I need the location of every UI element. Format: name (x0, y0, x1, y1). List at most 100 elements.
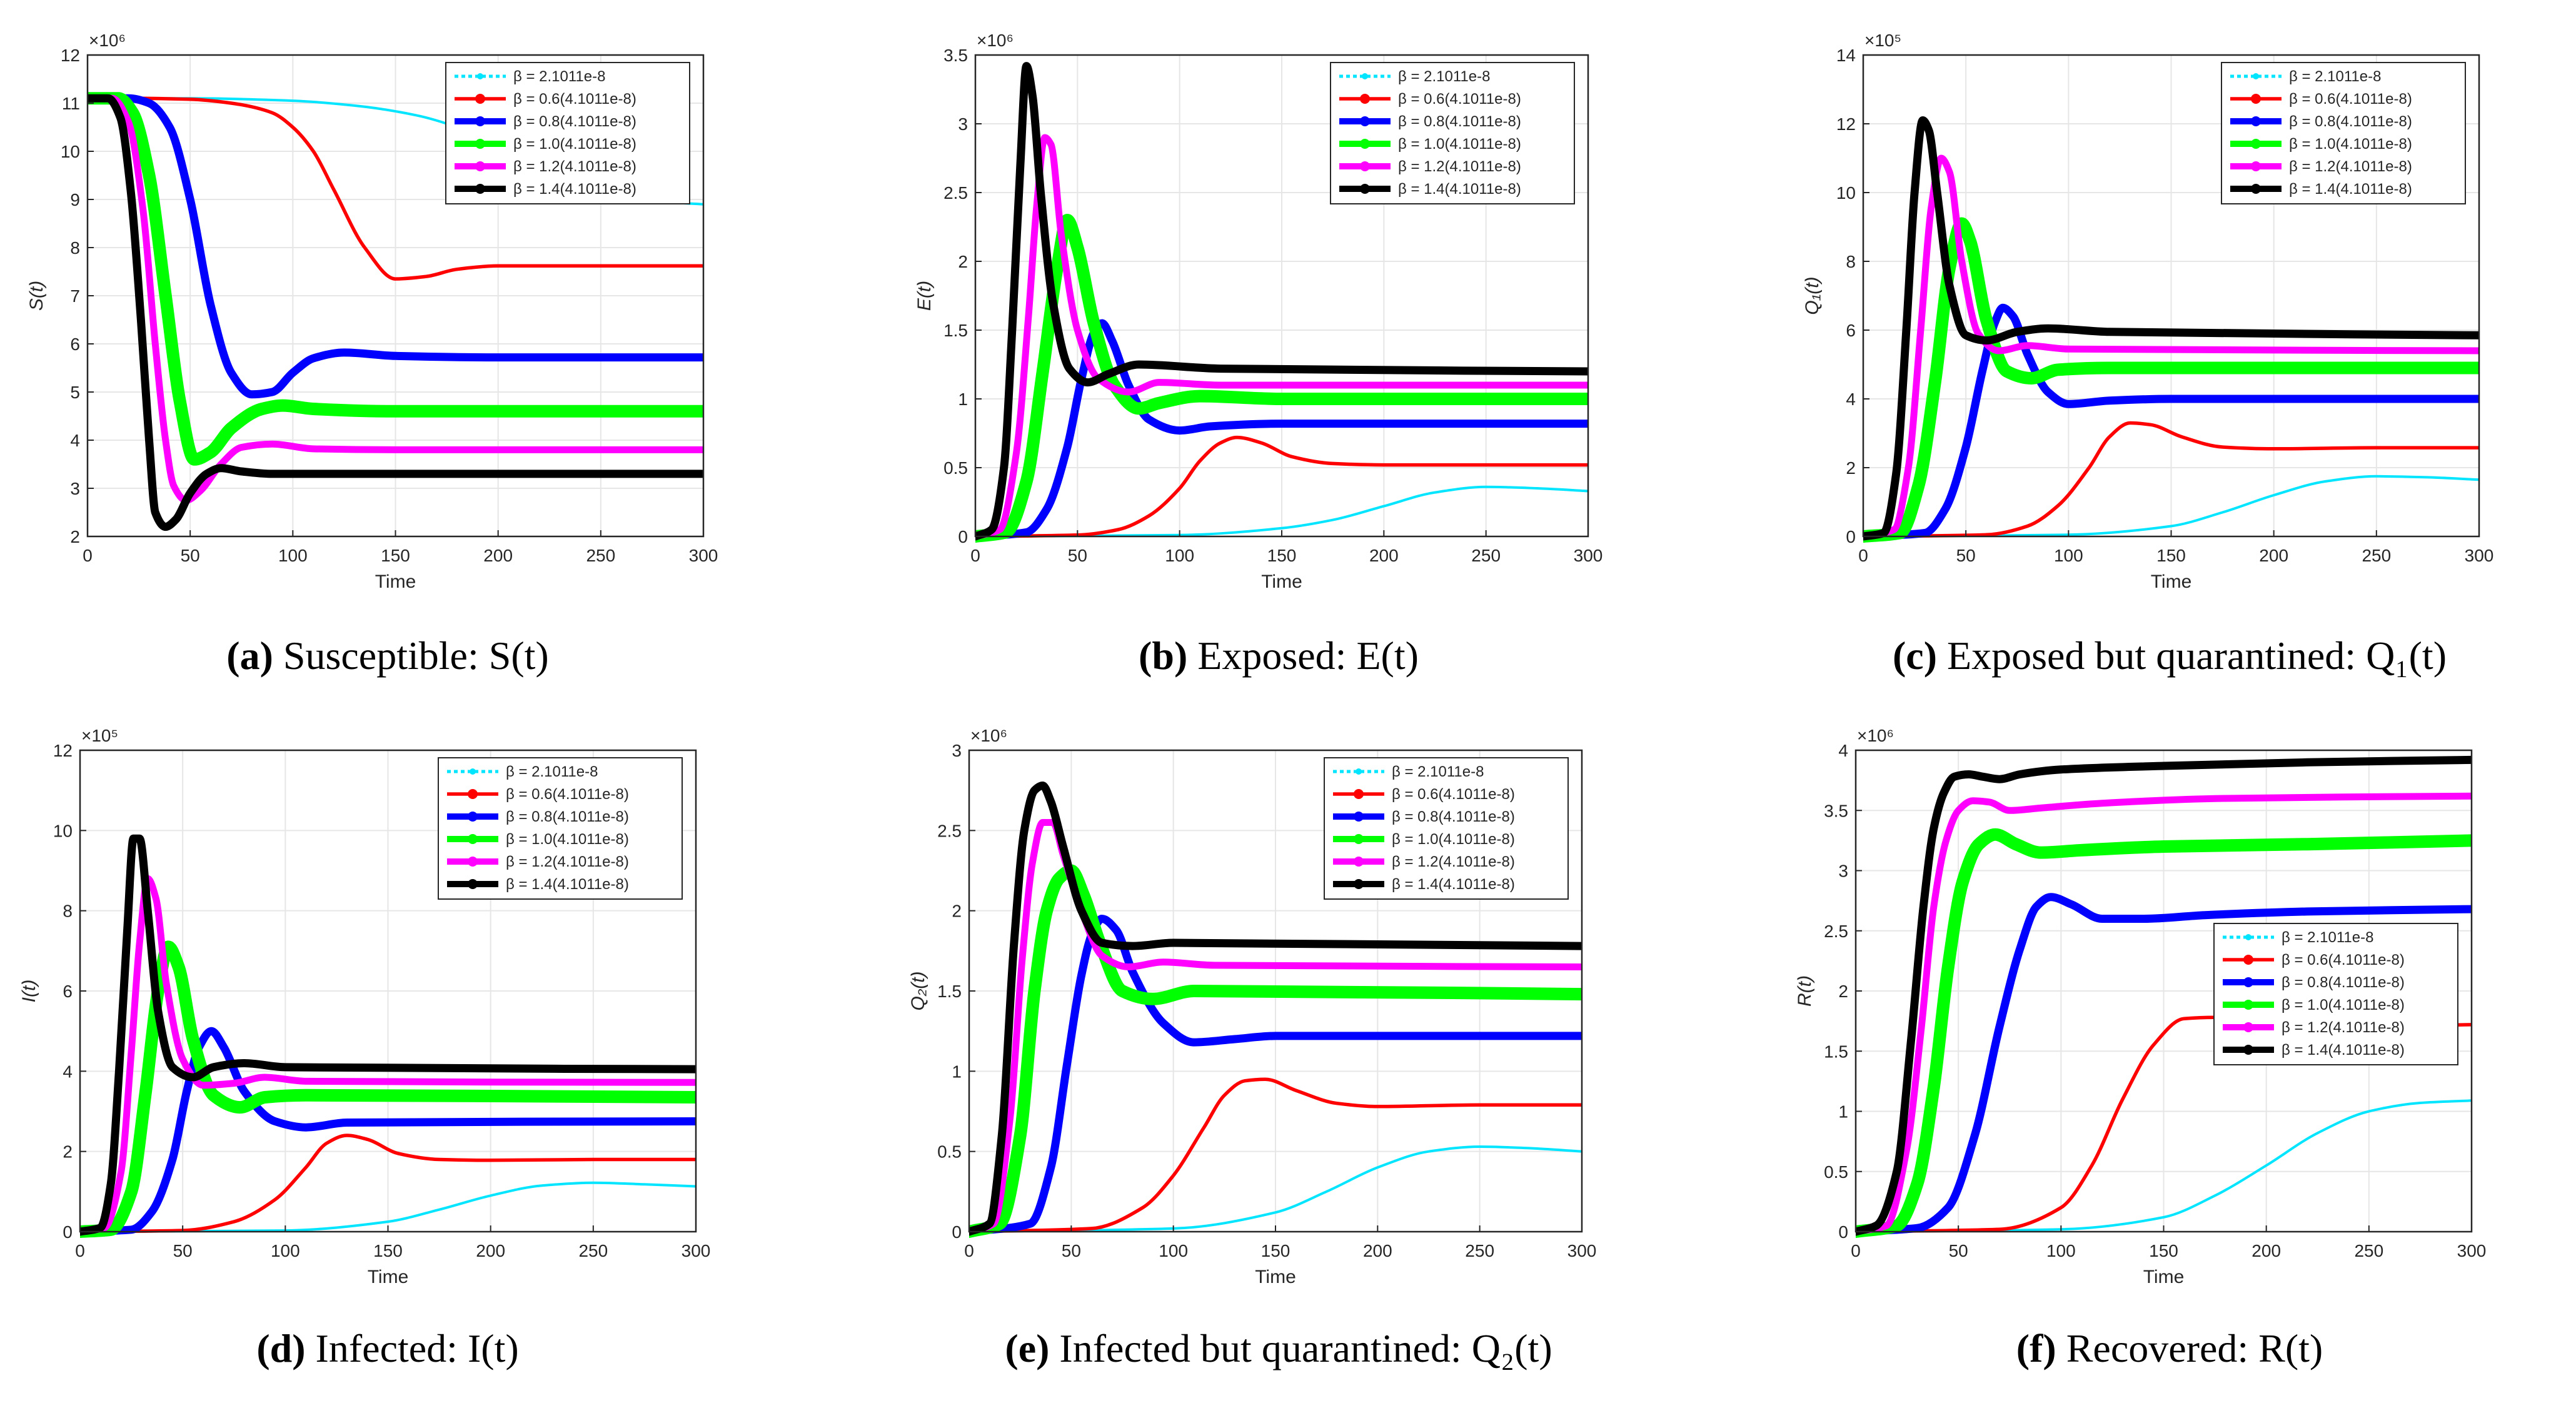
series-line-3 (1863, 303, 2479, 541)
series-line-5 (80, 875, 696, 1235)
y-tick-label: 10 (53, 821, 73, 840)
legend: β = 2.1011e-8 β = 0.6(4.1011e-8) β = 0.8(4… (2221, 62, 2466, 204)
y-tick-label: 0 (1846, 527, 1856, 546)
x-tick-label: 250 (586, 546, 615, 565)
x-tick-label: 100 (1159, 1241, 1188, 1260)
series-line-6 (1856, 755, 2472, 1236)
legend-marker (1362, 73, 1368, 79)
caption-text: Recovered: R(t) (2066, 1326, 2323, 1370)
series-line-4 (80, 940, 696, 1238)
x-tick-label: 0 (83, 546, 93, 565)
series-line-6 (80, 834, 696, 1236)
y-tick-label: 6 (70, 334, 80, 354)
x-tick-label: 50 (1062, 1241, 1081, 1260)
y-tick-label: 3 (70, 479, 80, 498)
legend-marker (1360, 184, 1370, 194)
caption-gap (1187, 633, 1197, 678)
y-tick-label: 1.5 (943, 321, 968, 340)
legend-marker (2251, 161, 2261, 171)
y-tick-label: 2.5 (1824, 922, 1848, 941)
y-tick-label: 1.5 (937, 982, 962, 1001)
legend-label: β = 1.4(4.1011e-8) (2282, 1042, 2405, 1059)
x-tick-label: 50 (1949, 1241, 1968, 1260)
x-tick-label: 250 (2362, 546, 2391, 565)
legend-marker (475, 116, 485, 126)
legend-marker (468, 857, 478, 867)
series-line-4 (1863, 217, 2479, 543)
y-axis-label: Q₁(t) (1802, 276, 1823, 314)
series-line-6 (969, 782, 1582, 1236)
legend-label: β = 0.6(4.1011e-8) (513, 91, 636, 108)
panel-e: 0 50 100 150 200 250 300 0 0.5 1 1.5 2 2.5 3 ×10⁶ Time Q… (908, 726, 1596, 1370)
legend-marker (470, 768, 476, 775)
caption-gap (1937, 633, 1947, 678)
legend-marker (2251, 116, 2261, 126)
series-line-1 (80, 1181, 696, 1233)
series-line-5 (1856, 792, 2472, 1235)
y-tick-label: 5 (70, 383, 80, 402)
y-tick-label: 2.5 (943, 183, 968, 203)
x-tick-label: 0 (1858, 546, 1868, 565)
x-tick-label: 200 (1369, 546, 1399, 565)
legend-marker (475, 161, 485, 171)
legend-box (1324, 757, 1569, 900)
legend-label: β = 0.8(4.1011e-8) (2282, 974, 2405, 991)
x-tick-label: 300 (1567, 1241, 1597, 1260)
y-tick-label: 2.5 (937, 821, 962, 840)
legend-label: β = 1.4(4.1011e-8) (1392, 876, 1515, 893)
legend: β = 2.1011e-8 β = 0.6(4.1011e-8) β = 0.8(4… (1330, 62, 1575, 204)
x-axis-label: Time (2151, 571, 2192, 592)
y-tick-label: 3.5 (943, 46, 968, 65)
caption-text: Exposed but quarantined: Q₁(t) (1947, 633, 2447, 678)
axis-multiplier: ×10⁶ (1857, 726, 1894, 745)
axis-multiplier: ×10⁵ (81, 726, 118, 745)
y-axis-label: I(t) (19, 980, 39, 1003)
x-axis-label: Time (1261, 571, 1302, 592)
x-tick-label: 100 (2054, 546, 2083, 565)
x-axis-label: Time (368, 1267, 409, 1287)
x-tick-label: 100 (2046, 1241, 2076, 1260)
caption-text: Exposed: E(t) (1197, 633, 1419, 678)
x-tick-label: 100 (278, 546, 308, 565)
series-line-3 (969, 915, 1582, 1236)
legend-marker (468, 812, 478, 822)
caption-letter: (f) (2016, 1326, 2056, 1370)
legend: β = 2.1011e-8 β = 0.6(4.1011e-8) β = 0.8(4… (2213, 923, 2458, 1065)
y-tick-label: 8 (1846, 252, 1856, 271)
legend-label: β = 2.1011e-8 (2282, 929, 2373, 946)
y-tick-label: 0.5 (943, 458, 968, 478)
legend: β = 2.1011e-8 β = 0.6(4.1011e-8) β = 0.8(4… (438, 757, 683, 900)
legend-marker (477, 73, 483, 79)
panel-caption: (d) Infected: I(t) (256, 1326, 518, 1370)
legend-label: β = 1.2(4.1011e-8) (506, 853, 629, 870)
x-tick-label: 0 (1851, 1241, 1861, 1260)
caption-gap (2056, 1326, 2066, 1370)
y-axis-label: E(t) (914, 281, 935, 311)
legend-label: β = 1.4(4.1011e-8) (1398, 181, 1521, 198)
panel-caption: (f) Recovered: R(t) (2016, 1326, 2323, 1370)
legend-box (445, 62, 690, 204)
legend-label: β = 1.0(4.1011e-8) (1392, 831, 1515, 848)
caption-letter: (e) (1005, 1326, 1049, 1370)
series-line-4 (1856, 828, 2472, 1238)
x-tick-label: 200 (1363, 1241, 1392, 1260)
y-tick-label: 4 (1838, 741, 1848, 760)
legend-label: β = 0.8(4.1011e-8) (513, 113, 636, 130)
legend-box (2221, 62, 2466, 204)
legend-box (438, 757, 683, 900)
series-line-3 (88, 94, 703, 399)
caption-text: Susceptible: S(t) (283, 633, 549, 678)
x-tick-label: 200 (483, 546, 513, 565)
x-tick-label: 250 (578, 1241, 608, 1260)
panel-caption: (e) Infected but quarantined: Q₂(t) (1005, 1326, 1552, 1370)
legend-label: β = 0.6(4.1011e-8) (1398, 91, 1521, 108)
x-tick-label: 150 (373, 1241, 403, 1260)
x-tick-label: 150 (1261, 1241, 1291, 1260)
legend-label: β = 0.6(4.1011e-8) (506, 786, 629, 803)
legend-label: β = 0.8(4.1011e-8) (1398, 113, 1521, 130)
legend-label: β = 0.6(4.1011e-8) (1392, 786, 1515, 803)
series-line-2 (1863, 421, 2479, 538)
series-line-4 (88, 92, 703, 466)
series-line-5 (975, 134, 1588, 540)
